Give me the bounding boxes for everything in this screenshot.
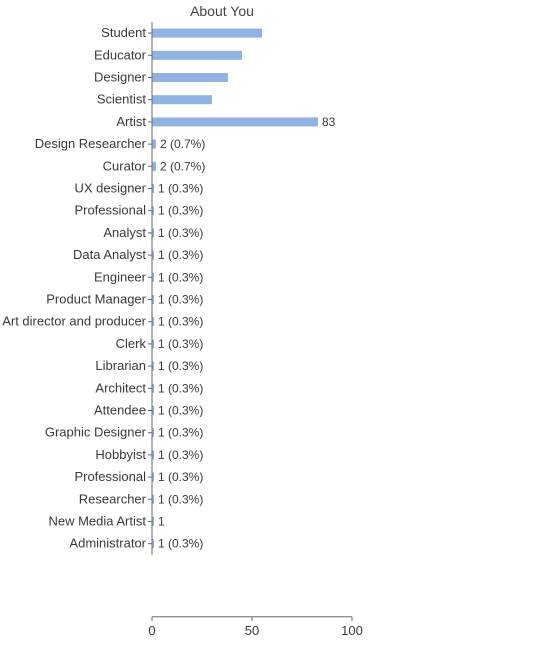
data-label: 83 xyxy=(322,115,336,129)
data-label: 1 (0.3%) xyxy=(158,537,203,551)
x-tick-label: 0 xyxy=(148,623,155,638)
data-label: 1 (0.3%) xyxy=(158,270,203,284)
category-label: Attendee xyxy=(94,403,146,418)
category-label: Product Manager xyxy=(46,292,146,307)
x-tick-label: 50 xyxy=(245,623,259,638)
x-axis: 0 50 100 xyxy=(148,22,363,638)
bar xyxy=(152,450,154,460)
bar xyxy=(152,539,154,549)
x-tick-label: 100 xyxy=(341,623,363,638)
bar xyxy=(152,206,154,216)
bar xyxy=(152,73,228,82)
category-label: Design Researcher xyxy=(35,136,147,151)
category-label: Hobbyist xyxy=(95,447,146,462)
bar xyxy=(152,383,154,393)
bar xyxy=(152,361,154,371)
category-label: Educator xyxy=(94,47,147,62)
bar xyxy=(152,28,262,38)
bar xyxy=(152,95,212,105)
category-label: Librarian xyxy=(95,358,146,373)
bar xyxy=(152,406,154,415)
data-label: 1 (0.3%) xyxy=(158,448,203,462)
data-label: 1 (0.3%) xyxy=(158,248,203,262)
category-label: New Media Artist xyxy=(48,514,146,529)
data-label: 1 (0.3%) xyxy=(158,226,203,240)
bar xyxy=(152,428,154,438)
bar xyxy=(152,272,154,282)
data-label: 1 xyxy=(158,515,165,529)
category-labels-layer: Student Educator Designer Scientist Artist De… xyxy=(2,25,146,551)
data-labels-layer: 83 2 (0.7%) 2 (0.7%) 1 (0.3%) 1 (0.3%) 1 (0.3… xyxy=(158,115,336,551)
data-label: 1 (0.3%) xyxy=(158,204,203,218)
bar xyxy=(152,117,318,127)
bar xyxy=(152,184,154,193)
bar xyxy=(152,139,156,149)
bar xyxy=(152,472,154,482)
category-label: Data Analyst xyxy=(73,247,146,262)
bar xyxy=(152,228,154,238)
bar xyxy=(152,250,154,260)
category-label: Artist xyxy=(116,114,146,129)
data-label: 1 (0.3%) xyxy=(158,315,203,329)
bars-layer xyxy=(152,28,318,549)
bar xyxy=(152,339,154,349)
category-label: Architect xyxy=(95,380,146,395)
bar xyxy=(152,50,242,60)
category-label: Researcher xyxy=(79,491,147,506)
data-label: 1 (0.3%) xyxy=(158,293,203,307)
data-label: 1 (0.3%) xyxy=(158,359,203,373)
data-label: 1 (0.3%) xyxy=(158,492,203,506)
bar xyxy=(152,161,156,171)
data-label: 1 (0.3%) xyxy=(158,337,203,351)
data-label: 1 (0.3%) xyxy=(158,182,203,196)
bar xyxy=(152,494,154,504)
data-label: 2 (0.7%) xyxy=(160,159,205,173)
chart-title: About You xyxy=(190,3,254,19)
category-label: Clerk xyxy=(116,336,147,351)
bar xyxy=(152,517,154,526)
category-label: Designer xyxy=(94,70,147,85)
bar xyxy=(152,295,154,304)
category-label: Administrator xyxy=(69,536,146,551)
data-label: 2 (0.7%) xyxy=(160,137,205,151)
bar xyxy=(152,317,154,327)
category-label: Scientist xyxy=(97,92,147,107)
data-label: 1 (0.3%) xyxy=(158,404,203,418)
category-label: Professional xyxy=(74,469,146,484)
category-label: Graphic Designer xyxy=(45,425,147,440)
category-label: Engineer xyxy=(94,269,147,284)
data-label: 1 (0.3%) xyxy=(158,470,203,484)
category-label: Student xyxy=(101,25,146,40)
category-label: Curator xyxy=(103,158,147,173)
data-label: 1 (0.3%) xyxy=(158,426,203,440)
category-label: Analyst xyxy=(103,225,146,240)
category-label: Professional xyxy=(74,203,146,218)
category-label: UX designer xyxy=(74,181,146,196)
data-label: 1 (0.3%) xyxy=(158,381,203,395)
category-label: Art director and producer xyxy=(2,314,146,329)
